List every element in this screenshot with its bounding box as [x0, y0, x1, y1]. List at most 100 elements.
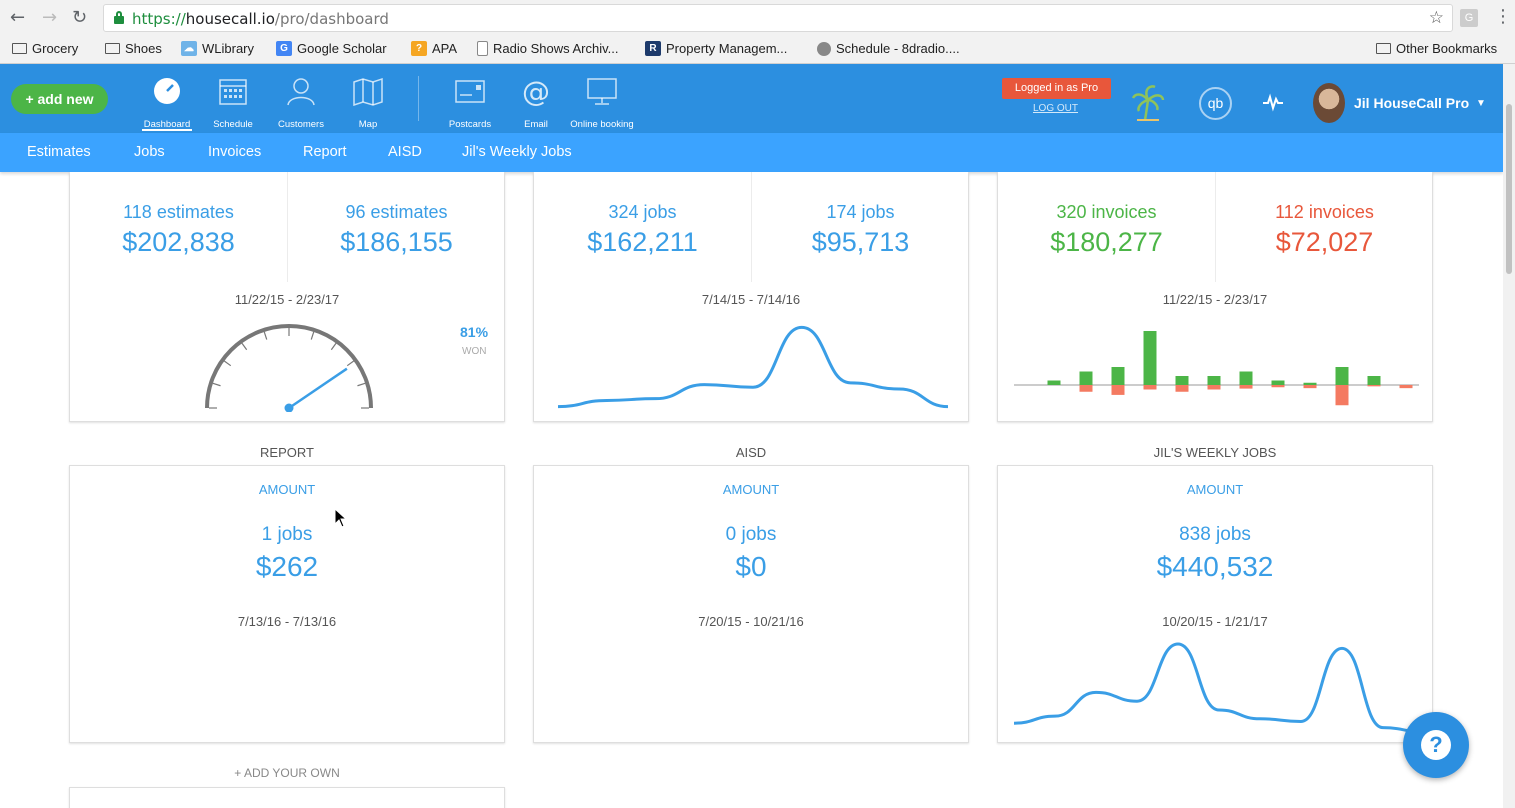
quickbooks-icon[interactable]: qb [1199, 87, 1232, 120]
chevron-down-icon[interactable]: ▼ [1476, 98, 1486, 109]
nav-customers[interactable]: Customers [266, 76, 336, 130]
weekly-trend-line [1014, 642, 1424, 734]
nav-label: Schedule [213, 119, 253, 130]
nav-map[interactable]: Map [333, 76, 403, 130]
add-new-button[interactable]: + add new [11, 84, 108, 114]
job-count: 838 jobs [1179, 524, 1251, 545]
paid-bar [1335, 367, 1349, 385]
tab-aisd[interactable]: AISD [388, 144, 422, 160]
apa-icon: ? [411, 41, 427, 56]
unpaid-bar [1207, 385, 1221, 390]
amount-label: AMOUNT [722, 482, 780, 497]
folder-icon [1376, 43, 1391, 54]
column-divider [1215, 172, 1216, 282]
back-icon[interactable]: ← [10, 7, 26, 28]
unpaid-bar [1335, 385, 1349, 406]
avatar[interactable] [1313, 83, 1345, 123]
estimates-card[interactable]: 118 estimates $202,838 96 estimates $186… [69, 172, 505, 422]
gauge-tick [212, 382, 221, 387]
tab-jobs[interactable]: Jobs [134, 144, 165, 160]
calendar-icon [219, 79, 247, 105]
bookmark-property-management[interactable]: R Property Managem... [645, 41, 787, 56]
job-count: 0 jobs [725, 524, 777, 545]
palm-tree-icon[interactable] [1131, 82, 1165, 122]
stat-amount: $162,211 [587, 227, 698, 257]
amount-label: AMOUNT [1186, 482, 1244, 497]
activity-icon[interactable] [1262, 92, 1284, 112]
job-amount: $440,532 [1156, 551, 1274, 582]
page-scrollbar[interactable] [1503, 64, 1515, 808]
lock-icon [114, 11, 124, 24]
nav-postcards[interactable]: Postcards [435, 76, 505, 130]
paid-bar [1047, 380, 1061, 385]
mouse-cursor-icon [334, 508, 348, 528]
nav-schedule[interactable]: Schedule [198, 76, 268, 130]
add-widget-card[interactable] [69, 787, 505, 808]
stat-count: 112 invoices [1275, 202, 1374, 222]
jobs-trend-chart [558, 325, 948, 409]
jobs-completed-stat: 174 jobs $95,713 [752, 202, 969, 258]
won-percentage: 81% [460, 324, 489, 340]
weekly-jobs-card[interactable]: AMOUNT 838 jobs $440,532 10/20/15 - 1/21… [997, 465, 1433, 743]
question-icon: ? [1421, 730, 1451, 760]
date-range: 10/20/15 - 1/21/17 [1162, 614, 1268, 629]
aisd-card[interactable]: AMOUNT 0 jobs $0 7/20/15 - 10/21/16 [533, 465, 969, 743]
nav-email[interactable]: @ Email [501, 75, 571, 130]
add-your-own-link[interactable]: + ADD YOUR OWN [234, 766, 340, 780]
win-rate-gauge [205, 324, 373, 412]
date-range: 11/22/15 - 2/23/17 [1162, 292, 1268, 307]
paid-bar [1303, 382, 1317, 385]
user-name[interactable]: Jil HouseCall Pro [1354, 95, 1470, 111]
bookmarks-bar: Grocery Shoes ☁ WLibrary G Google Scholar … [0, 36, 1515, 64]
aisd-card-title: AISD [735, 445, 767, 460]
address-bar[interactable]: https://housecall.io/pro/dashboard ☆ [103, 4, 1453, 32]
globe-icon [817, 41, 831, 56]
bookmark-other[interactable]: Other Bookmarks [1376, 41, 1497, 56]
forward-icon[interactable]: → [42, 7, 58, 28]
browser-menu-icon[interactable]: ⋮ [1494, 6, 1512, 27]
jobs-card[interactable]: 324 jobs $162,211 174 jobs $95,713 7/14/… [533, 172, 969, 422]
stat-count: 96 estimates [345, 202, 448, 222]
paid-bar [1111, 367, 1125, 385]
bookmark-schedule[interactable]: Schedule - 8dradio.... [817, 41, 960, 56]
reload-icon[interactable]: ↻ [72, 7, 88, 28]
bookmark-wlibrary[interactable]: ☁ WLibrary [181, 41, 254, 56]
report-card[interactable]: AMOUNT 1 jobs $262 7/13/16 - 7/13/16 [69, 465, 505, 743]
tab-estimates[interactable]: Estimates [27, 144, 91, 160]
bookmark-grocery[interactable]: Grocery [12, 41, 78, 56]
dashboard-subnav: Estimates Jobs Invoices Report AISD Jil'… [0, 133, 1503, 172]
tab-weekly-jobs[interactable]: Jil's Weekly Jobs [462, 144, 572, 160]
help-button[interactable]: ? [1403, 712, 1469, 778]
tab-report[interactable]: Report [303, 144, 347, 160]
nav-label: Online booking [570, 119, 634, 130]
cloud-icon: ☁ [181, 41, 197, 56]
estimates-won-stat: 96 estimates $186,155 [288, 202, 505, 258]
bookmark-star-icon[interactable]: ☆ [1428, 8, 1444, 28]
map-icon [353, 77, 383, 107]
gauge-tick [346, 360, 355, 367]
bookmark-radio-shows[interactable]: Radio Shows Archiv... [477, 41, 618, 56]
extension-icon[interactable]: G [1460, 9, 1478, 27]
paid-bar [1367, 376, 1381, 385]
jobs-trend-line [558, 325, 948, 409]
nav-label: Email [524, 119, 548, 130]
logout-link[interactable]: LOG OUT [1033, 103, 1079, 114]
scroll-thumb[interactable] [1506, 104, 1512, 274]
gauge-hub [284, 403, 294, 412]
job-count: 1 jobs [261, 524, 313, 545]
nav-label: Dashboard [143, 119, 191, 130]
invoices-card[interactable]: 320 invoices $180,277 112 invoices $72,0… [997, 172, 1433, 422]
tab-invoices[interactable]: Invoices [208, 144, 262, 160]
unpaid-bar [1079, 385, 1093, 392]
invoices-unpaid-stat: 112 invoices $72,027 [1216, 202, 1433, 258]
bookmark-google-scholar[interactable]: G Google Scholar [276, 41, 387, 56]
nav-dashboard[interactable]: Dashboard [132, 76, 202, 131]
bookmark-apa[interactable]: ? APA [411, 41, 457, 56]
postcard-icon [455, 80, 485, 103]
monitor-icon [587, 78, 617, 105]
nav-online-booking[interactable]: Online booking [567, 76, 637, 130]
url-text: https://housecall.io/pro/dashboard [132, 10, 389, 28]
unpaid-bar [1111, 385, 1125, 395]
bookmark-shoes[interactable]: Shoes [105, 41, 162, 56]
date-range: 7/14/15 - 7/14/16 [701, 292, 801, 307]
